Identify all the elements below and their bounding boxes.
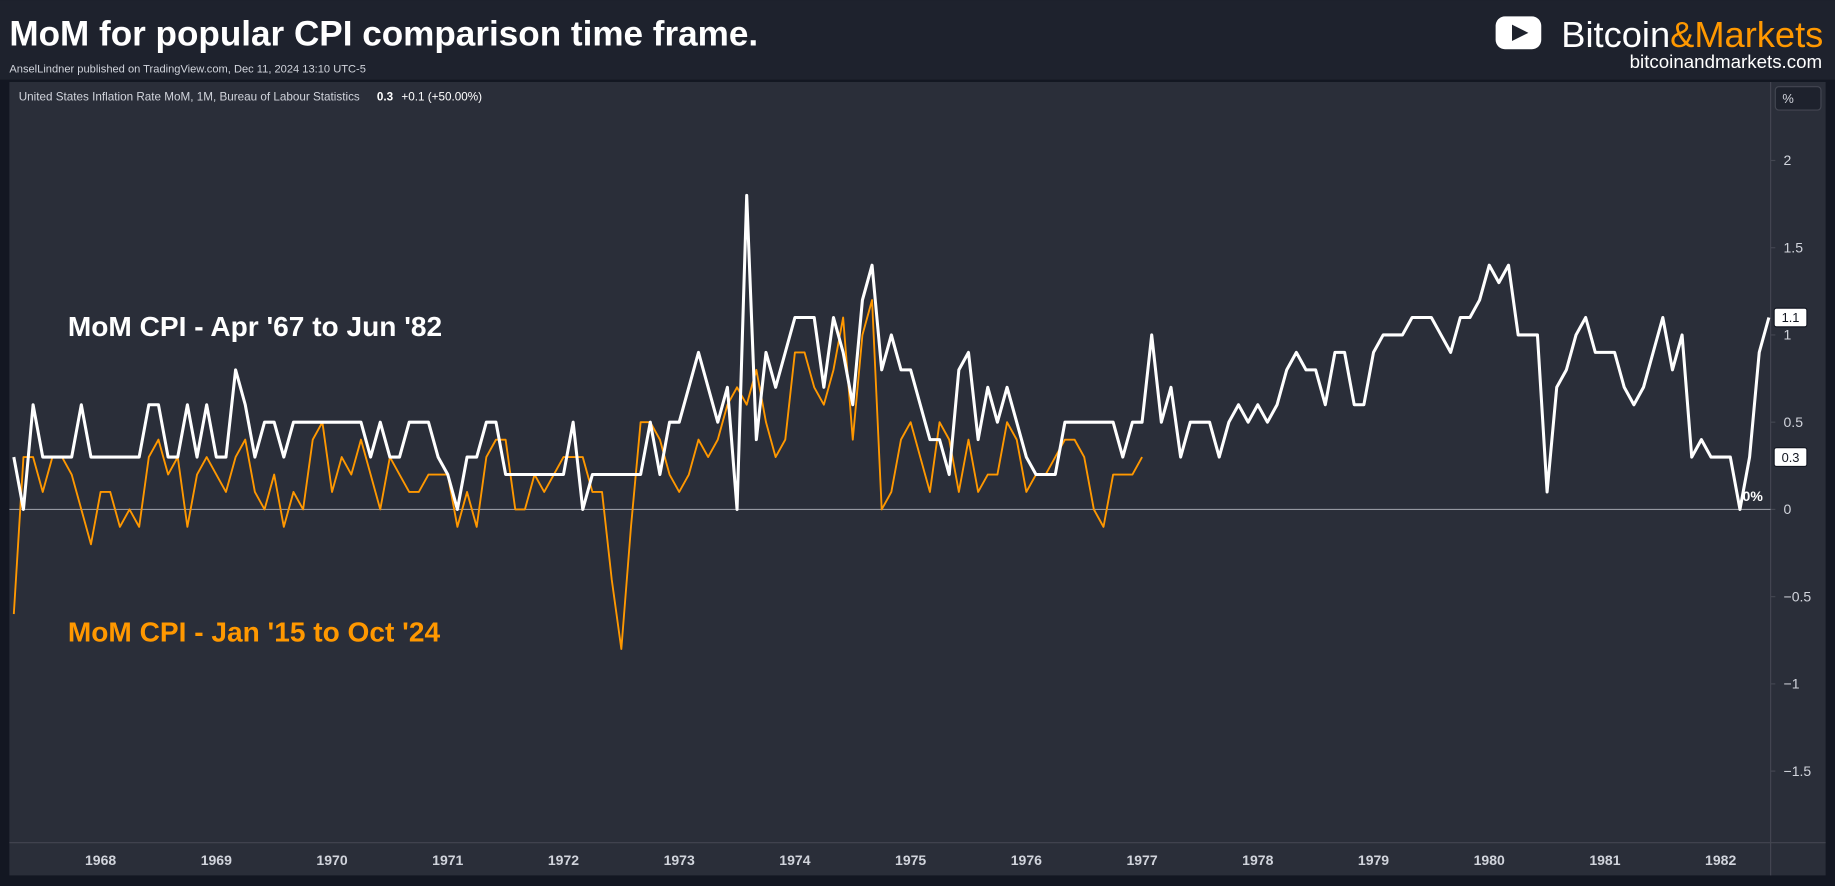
x-tick-label: 1980 [1474,852,1505,868]
axis-badge-label: 1.1 [1782,310,1800,325]
x-tick-label: 1971 [432,852,463,868]
axis-badge [1773,447,1808,468]
x-tick-label: 1970 [316,852,347,868]
series-label: MoM CPI - Jan '15 to Oct '24 [68,616,441,647]
logo-url: bitcoinandmarkets.com [1630,51,1822,72]
y-tick-label: −1.5 [1784,763,1812,779]
y-tick-label: −0.5 [1784,588,1812,604]
x-tick-label: 1975 [895,852,926,868]
x-tick-label: 1981 [1589,852,1620,868]
zero-label: 0% [1743,488,1764,504]
logo-part: &Markets [1670,14,1823,55]
axis-badge-label: 0.3 [1782,450,1800,465]
logo-text: Bitcoin&Markets [1561,14,1823,55]
logo: Bitcoin&Markets bitcoinandmarkets.com [1495,14,1823,72]
unit-button[interactable]: % [1774,86,1822,111]
unit-button-box[interactable] [1774,86,1822,111]
x-tick-label: 1969 [201,852,232,868]
y-tick-label: 0 [1784,501,1792,517]
x-tick-label: 1972 [548,852,579,868]
legend-change: +0.1 (+50.00%) [401,91,482,104]
byline: AnselLindner published on TradingView.co… [9,64,366,76]
legend-last: 0.3 [377,91,394,104]
x-tick-label: 1973 [664,852,695,868]
x-tick-label: 1974 [779,852,810,868]
price-axis [1770,81,1826,876]
x-tick-label: 1979 [1358,852,1389,868]
logo-icon-play [1512,24,1529,42]
x-tick-label: 1978 [1242,852,1273,868]
y-tick-label: 0.5 [1784,414,1804,430]
series-line [12,193,1771,511]
unit-button-label[interactable]: % [1782,91,1793,106]
x-tick-label: 1982 [1705,852,1736,868]
chart-title: MoM for popular CPI comparison time fram… [9,15,758,54]
y-tick-label: 1 [1784,327,1792,343]
axis-badge [1773,307,1808,328]
series-label: MoM CPI - Apr '67 to Jun '82 [68,311,442,342]
x-tick-label: 1977 [1126,852,1157,868]
y-tick-label: −1 [1784,676,1800,692]
y-tick-label: 2 [1784,152,1792,168]
time-axis [9,842,1771,876]
legend-symbol: United States Inflation Rate MoM, 1M, Bu… [19,91,360,104]
logo-part: Bitcoin [1561,14,1670,55]
x-tick-label: 1968 [85,852,116,868]
plot-area [9,81,1771,843]
x-tick-label: 1976 [1011,852,1042,868]
y-tick-label: 1.5 [1784,239,1804,255]
